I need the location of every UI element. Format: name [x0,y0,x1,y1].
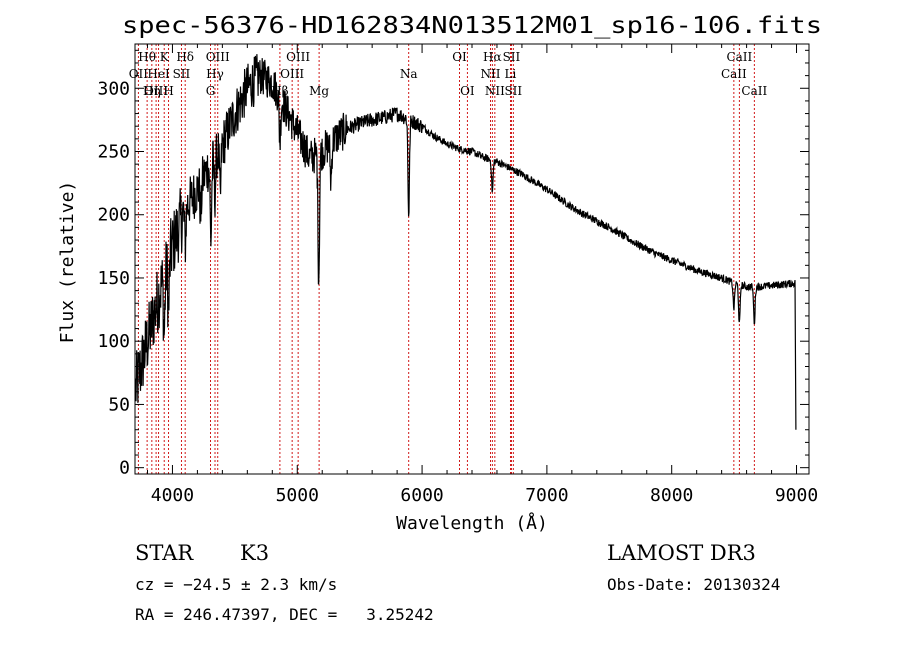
object-class: STAR [135,541,194,565]
x-tick-label: 8000 [650,485,693,506]
line-marker-label: Mg [309,84,329,98]
spectrum-chart: spec-56376-HD162834N013512M01_sp16-106.f… [57,13,822,534]
line-marker-label: NII [480,67,500,81]
line-marker-label: CaII [741,84,767,98]
line-marker-label: Li [505,67,517,81]
line-marker-label: OI [452,50,467,64]
y-tick-label: 300 [97,78,130,99]
x-axis-label: Wavelength (Å) [396,512,548,534]
line-marker-label: H [163,84,173,98]
y-tick-label: 0 [119,458,130,479]
x-tick-label: 5000 [276,485,319,506]
x-tick-label: 7000 [525,485,568,506]
y-axis-label: Flux (relative) [57,181,78,344]
chart-title: spec-56376-HD162834N013512M01_sp16-106.f… [122,13,822,39]
y-tick-label: 200 [97,205,130,226]
line-marker-label: NII [485,84,505,98]
object-subclass: K3 [240,541,270,565]
line-marker-label: SII [173,67,191,81]
line-marker-label: Hγ [206,67,224,81]
line-marker-label: Hα [483,50,502,64]
line-marker-label: OIII [144,84,168,98]
x-tick-label: 9000 [775,485,818,506]
y-tick-label: 250 [97,142,130,163]
y-axis-ticks: 0 50 100 150 200 250 300 [97,49,809,479]
line-marker-label: OII [129,67,149,81]
survey-name: LAMOST DR3 [607,541,756,565]
line-marker-label: Hδ [176,50,194,64]
line-marker-label: HeI [147,67,170,81]
observation-date: Obs-Date: 20130324 [607,575,781,594]
line-marker-label: Na [400,67,418,81]
spectrum-line [135,54,797,430]
line-marker-label: OIII [206,50,230,64]
x-tick-label: 6000 [400,485,443,506]
line-marker-label: G [206,84,216,98]
line-marker-label: CaII [726,50,752,64]
y-tick-label: 100 [97,331,130,352]
redshift-cz: cz = −24.5 ± 2.3 km/s [135,575,338,594]
line-marker-label: CaII [721,67,747,81]
line-marker-label: Hθ [138,50,156,64]
line-marker-label: SII [504,84,522,98]
line-marker-label: Hη [143,84,161,98]
line-marker-label: OIII [286,50,310,64]
x-axis-ticks: 4000 5000 6000 7000 8000 9000 [146,44,818,506]
y-tick-label: 150 [97,268,130,289]
line-marker-label: OIII [280,67,304,81]
x-tick-label: 4000 [151,485,194,506]
y-tick-label: 50 [108,394,130,415]
line-marker-label: K [160,50,170,64]
line-marker-label: OI [460,84,475,98]
coordinates: RA = 246.47397, DEC = 3.25242 [135,605,434,624]
line-marker-label: SII [503,50,521,64]
